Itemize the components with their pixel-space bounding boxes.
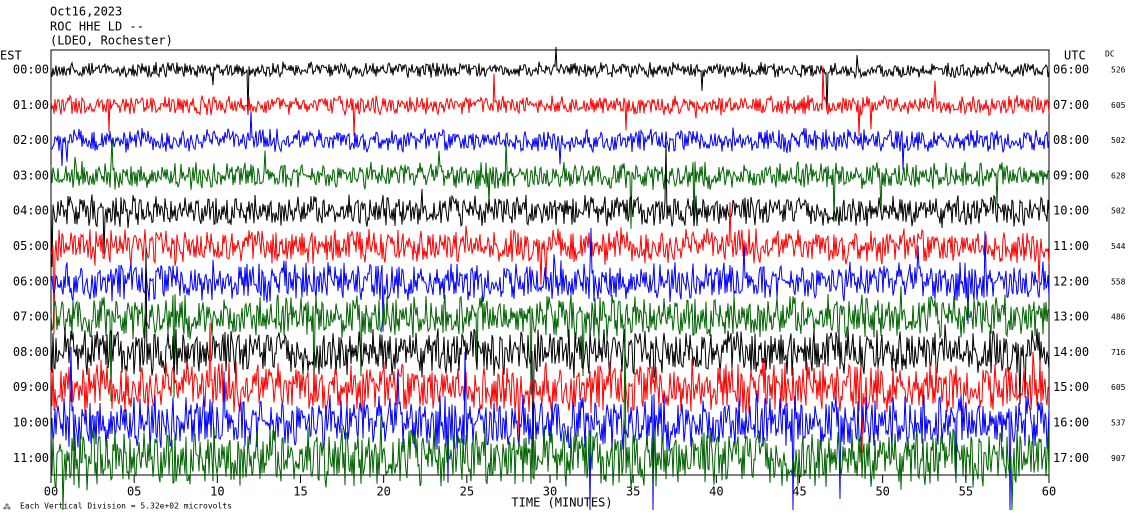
dc-value: 628 bbox=[1111, 171, 1126, 180]
x-tick-label: 45 bbox=[792, 485, 806, 499]
trace bbox=[50, 138, 1050, 229]
dc-value: 605 bbox=[1111, 101, 1126, 110]
x-tick-label: 60 bbox=[1042, 485, 1056, 499]
trace bbox=[50, 111, 1050, 171]
trace bbox=[50, 141, 1050, 267]
dc-value: 605 bbox=[1111, 383, 1126, 392]
dc-value: 502 bbox=[1111, 207, 1126, 216]
station: ROC HHE LD -- bbox=[50, 20, 144, 34]
x-tick-label: 35 bbox=[626, 485, 640, 499]
trace bbox=[50, 326, 1050, 511]
footer: Each Vertical Division = 5.32e+02 microv… bbox=[20, 502, 232, 511]
est-label: 02:00 bbox=[13, 133, 49, 147]
x-tick-label: 05 bbox=[127, 485, 141, 499]
dc-heading: DC bbox=[1105, 50, 1115, 59]
dc-value: 502 bbox=[1111, 136, 1126, 145]
utc-label: 06:00 bbox=[1053, 63, 1089, 77]
utc-label: 17:00 bbox=[1053, 451, 1089, 465]
utc-label: 14:00 bbox=[1053, 345, 1089, 359]
dc-value: 558 bbox=[1111, 277, 1126, 286]
est-label: 06:00 bbox=[13, 274, 49, 288]
trace bbox=[50, 346, 1050, 511]
utc-label: 16:00 bbox=[1053, 416, 1089, 430]
trace bbox=[50, 46, 1050, 115]
x-tick-label: 30 bbox=[543, 485, 557, 499]
est-label: 04:00 bbox=[13, 204, 49, 218]
x-tick-label: 40 bbox=[709, 485, 723, 499]
trace bbox=[50, 227, 1050, 332]
utc-label: 12:00 bbox=[1053, 274, 1089, 288]
network: (LDEO, Rochester) bbox=[50, 34, 173, 48]
dc-value: 486 bbox=[1111, 313, 1126, 322]
est-label: 09:00 bbox=[13, 380, 49, 394]
x-tick-label: 10 bbox=[210, 485, 224, 499]
est-label: 05:00 bbox=[13, 239, 49, 253]
x-tick-label: 20 bbox=[376, 485, 390, 499]
x-tick-label: 25 bbox=[460, 485, 474, 499]
trace bbox=[50, 66, 1050, 137]
date: Oct16,2023 bbox=[50, 5, 122, 19]
x-tick-label: 55 bbox=[959, 485, 973, 499]
utc-label: 07:00 bbox=[1053, 98, 1089, 112]
x-tick-label: 50 bbox=[875, 485, 889, 499]
est-label: 03:00 bbox=[13, 168, 49, 182]
est-label: 08:00 bbox=[13, 345, 49, 359]
trace bbox=[50, 202, 1050, 334]
utc-label: 08:00 bbox=[1053, 133, 1089, 147]
footer-icon: ⁂ bbox=[3, 503, 11, 512]
est-label: 07:00 bbox=[13, 310, 49, 324]
x-tick-label: 15 bbox=[293, 485, 307, 499]
est-label: 01:00 bbox=[13, 98, 49, 112]
dc-value: 537 bbox=[1111, 419, 1126, 428]
dc-value: 526 bbox=[1111, 66, 1126, 75]
x-tick-label: 00 bbox=[44, 485, 58, 499]
utc-label: 13:00 bbox=[1053, 310, 1089, 324]
utc-label: 15:00 bbox=[1053, 380, 1089, 394]
utc-label: 09:00 bbox=[1053, 168, 1089, 182]
est-label: 00:00 bbox=[13, 63, 49, 77]
utc-label: 11:00 bbox=[1053, 239, 1089, 253]
dc-value: 716 bbox=[1111, 348, 1126, 357]
x-axis-label: TIME (MINUTES) bbox=[511, 496, 612, 510]
dc-value: 544 bbox=[1111, 242, 1126, 251]
left-zone: EST bbox=[0, 49, 22, 63]
right-zone: UTC bbox=[1064, 49, 1086, 63]
est-label: 11:00 bbox=[13, 451, 49, 465]
est-label: 10:00 bbox=[13, 416, 49, 430]
dc-value: 907 bbox=[1111, 454, 1126, 463]
utc-label: 10:00 bbox=[1053, 204, 1089, 218]
trace bbox=[50, 286, 1050, 402]
trace bbox=[50, 323, 1050, 454]
plot-frame bbox=[50, 49, 1050, 476]
trace bbox=[50, 247, 1050, 470]
